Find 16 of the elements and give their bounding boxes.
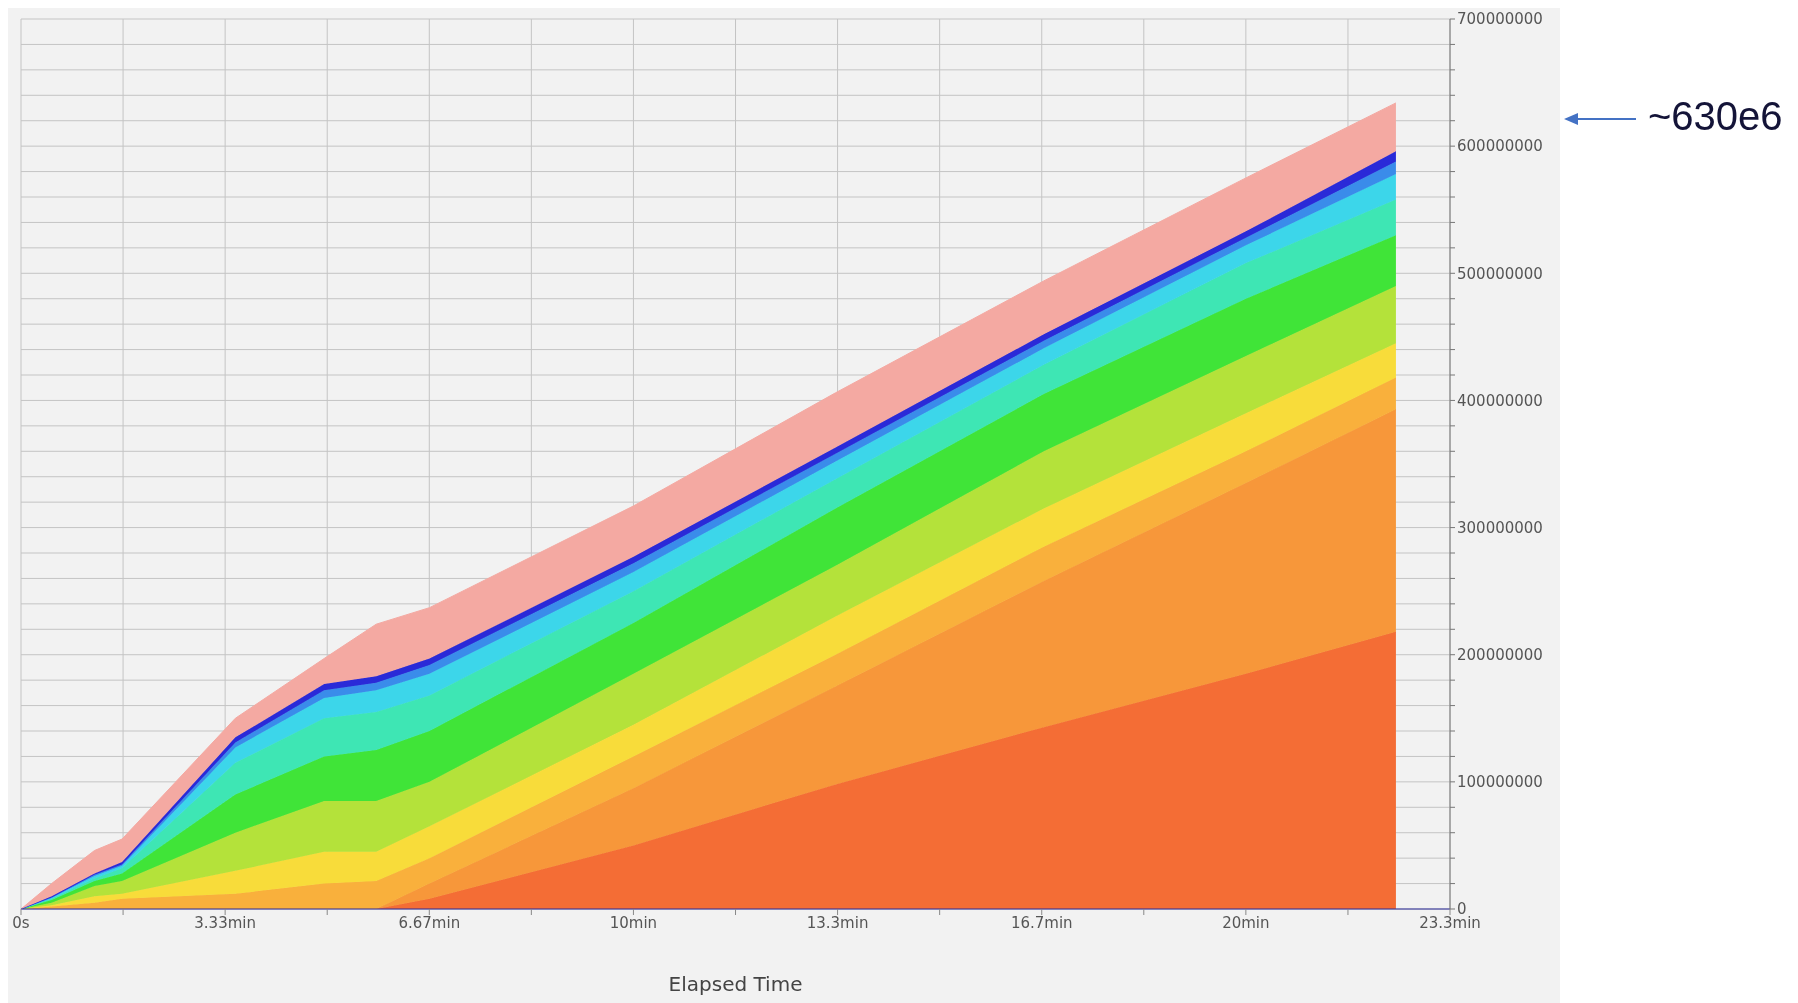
x-tick-label: 10min	[609, 913, 658, 932]
x-tick-label: 16.7min	[1010, 913, 1073, 932]
x-tick-label: 20min	[1222, 913, 1270, 932]
text: ~630e6	[1648, 94, 1783, 139]
x-tick-label: 13.3min	[806, 913, 869, 932]
x-axis-title: Elapsed Time	[668, 972, 803, 996]
y-tick-label: 700000000	[1457, 10, 1543, 29]
x-tick-label: 0s	[12, 913, 30, 932]
y-tick-label: 200000000	[1457, 646, 1543, 665]
y-tick-label: 400000000	[1457, 391, 1543, 410]
y-tick-label: 100000000	[1457, 773, 1543, 792]
x-tick-label: 3.33min	[194, 913, 256, 932]
y-tick-label: 300000000	[1457, 518, 1543, 537]
y-tick-label: 500000000	[1457, 264, 1543, 283]
x-tick-label: 6.67min	[398, 913, 461, 932]
y-tick-label: 600000000	[1457, 137, 1543, 156]
